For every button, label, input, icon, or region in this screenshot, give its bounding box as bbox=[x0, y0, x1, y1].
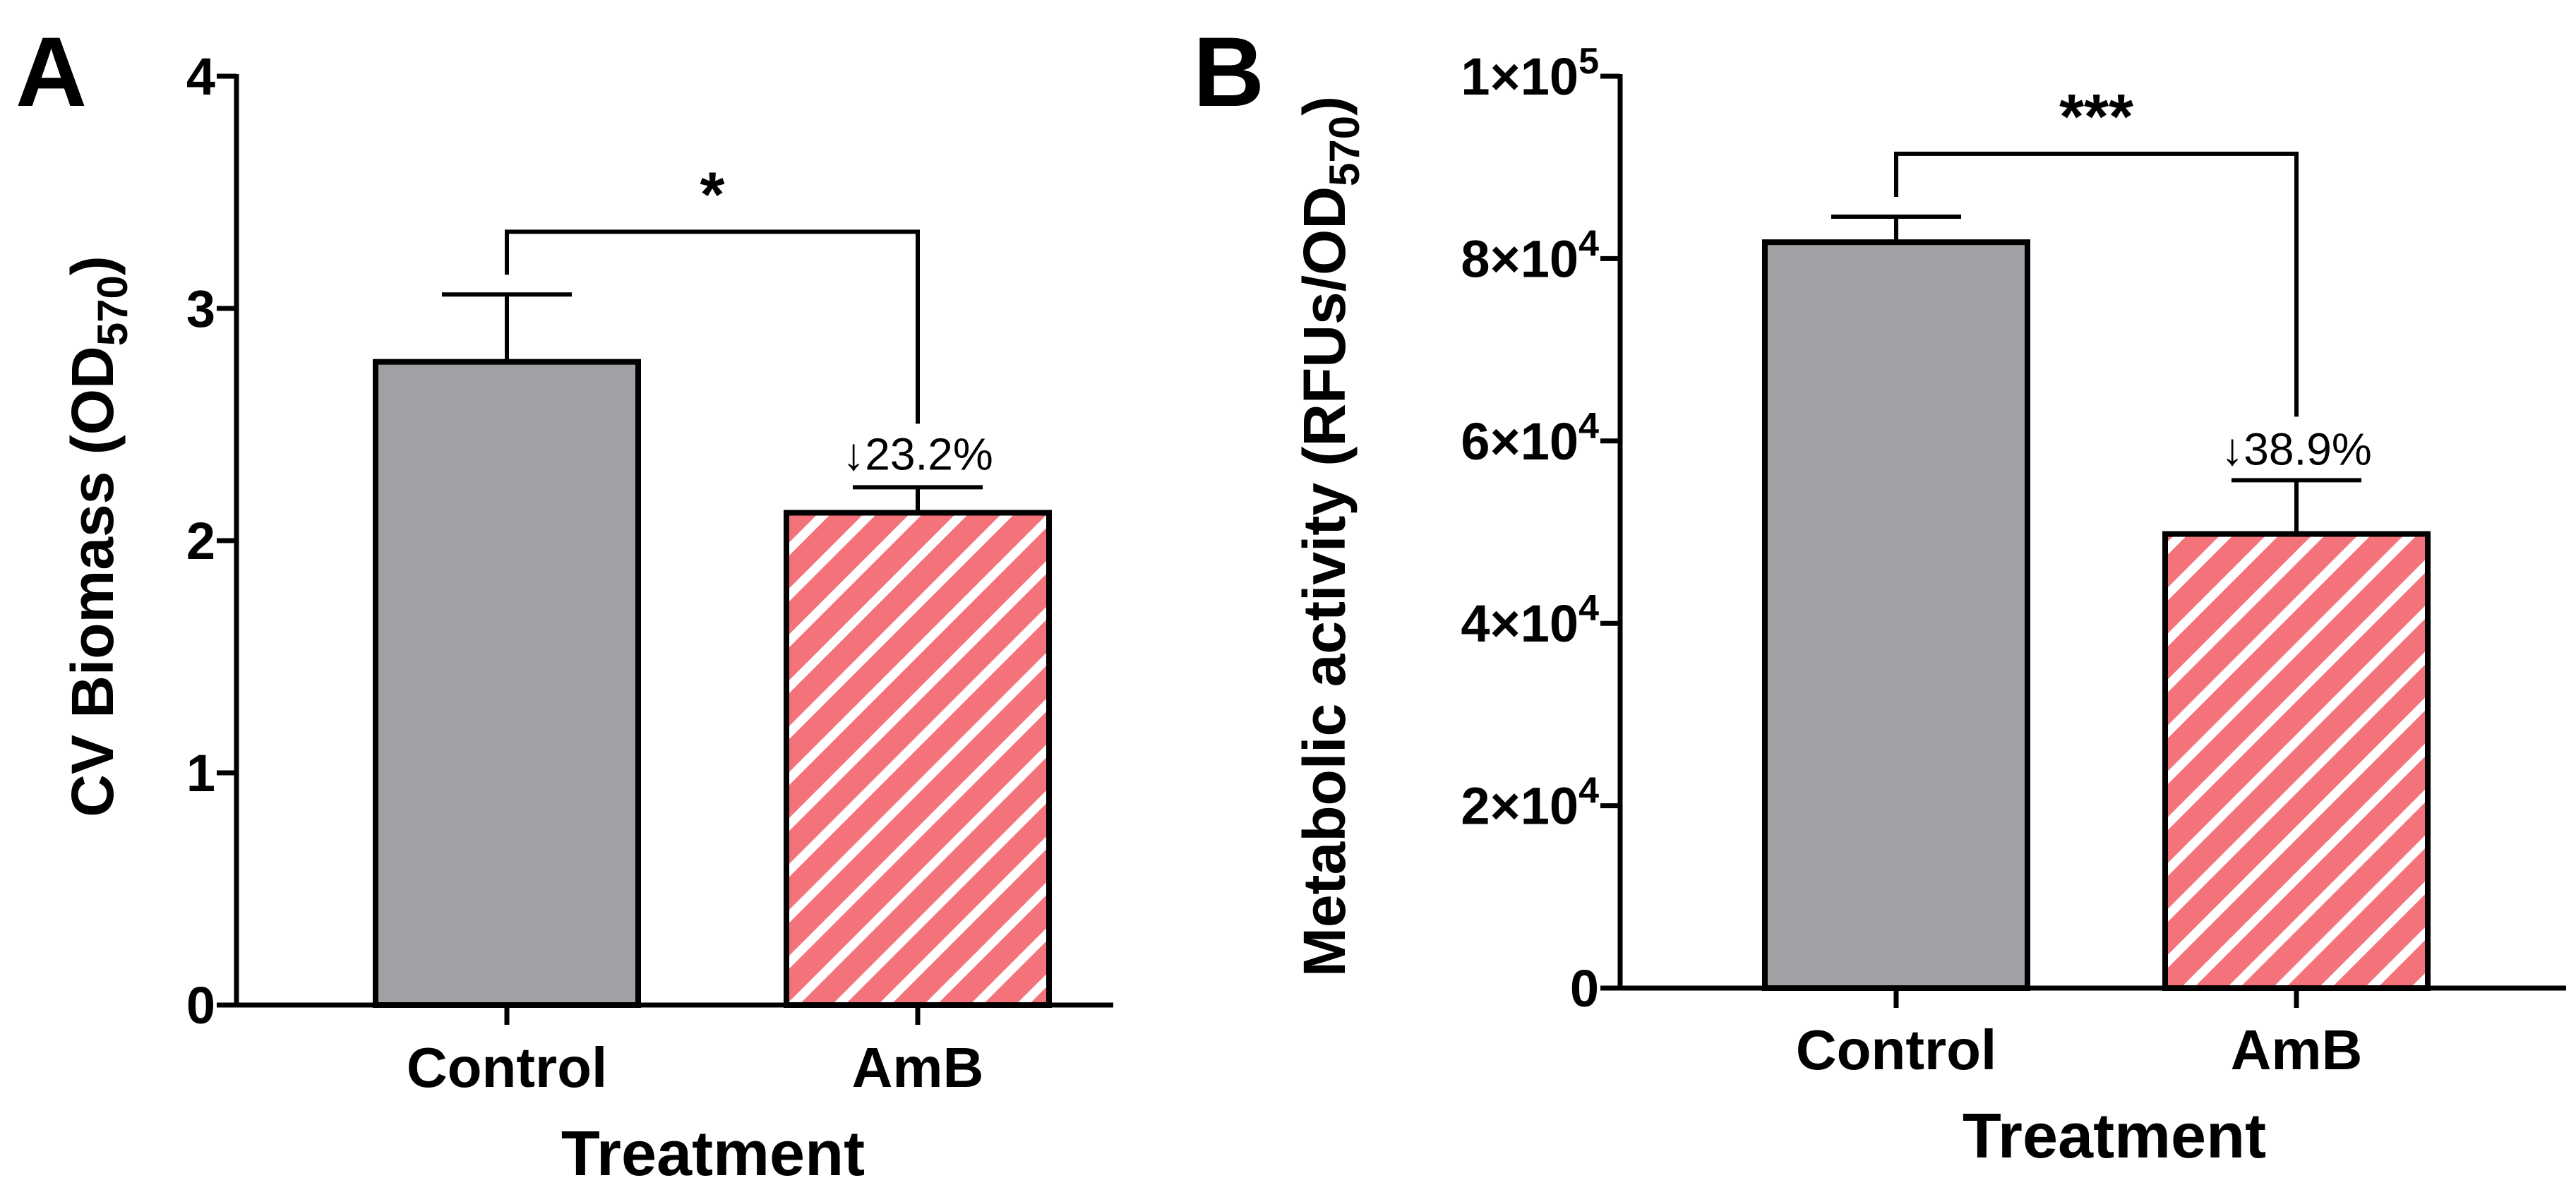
y-tick-label: 2×104 bbox=[1461, 771, 1599, 836]
significance-stars: *** bbox=[2059, 82, 2133, 152]
significance-bracket bbox=[505, 229, 920, 424]
y-tick-label: 3 bbox=[186, 279, 215, 338]
category-label: AmB bbox=[852, 1036, 984, 1099]
percent-change-label: ↓23.2% bbox=[842, 428, 993, 479]
significance-bracket bbox=[1894, 151, 2299, 417]
bar-control bbox=[1762, 239, 2030, 991]
panel-b-category-labels: Control AmB bbox=[1796, 1018, 2363, 1081]
panel-b-error-bars bbox=[1831, 214, 2361, 534]
y-tick-label: 0 bbox=[186, 976, 215, 1035]
panel-a-letter: A bbox=[16, 16, 87, 127]
percent-change-label: ↓38.9% bbox=[2221, 423, 2371, 474]
category-label: AmB bbox=[2231, 1018, 2363, 1081]
panel-a-bars bbox=[373, 359, 1052, 1008]
panel-a-y-ticks: 0 1 2 3 4 bbox=[186, 47, 236, 1035]
y-tick-label: 0 bbox=[1570, 959, 1599, 1018]
panel-a-category-labels: Control AmB bbox=[407, 1036, 984, 1099]
significance-stars: * bbox=[700, 160, 724, 230]
bar-control bbox=[373, 359, 641, 1008]
panel-a-significance: * ↓23.2% bbox=[505, 160, 993, 479]
panel-a-bar-chart: A CV Biomass (OD570) 0 1 2 3 4 Control AmB * ↓… bbox=[16, 16, 1113, 1189]
panel-a-error-bars bbox=[442, 292, 983, 513]
category-label: Control bbox=[407, 1036, 607, 1099]
y-tick-label: 1 bbox=[186, 744, 215, 802]
y-tick-label: 4 bbox=[186, 47, 215, 106]
panel-b-bar-chart: B Metabolic activity (RFUs/OD570) 0 2×104… bbox=[1193, 16, 2566, 1172]
bar-amb bbox=[2162, 531, 2431, 991]
panel-b-significance: *** ↓38.9% bbox=[1894, 82, 2372, 474]
y-tick-label: 8×104 bbox=[1461, 223, 1599, 288]
panel-a-x-axis-label: Treatment bbox=[561, 1119, 865, 1189]
panel-b-letter: B bbox=[1193, 16, 1264, 127]
category-label: Control bbox=[1796, 1018, 1996, 1081]
y-tick-label: 1×105 bbox=[1461, 41, 1599, 106]
panel-b-x-axis-label: Treatment bbox=[1963, 1101, 2266, 1172]
panel-b-y-ticks: 0 2×104 4×104 6×104 8×104 1×105 bbox=[1461, 41, 1620, 1018]
panel-b-bars bbox=[1762, 239, 2431, 991]
y-tick-label: 4×104 bbox=[1461, 588, 1599, 653]
bar-amb bbox=[784, 510, 1052, 1008]
panel-b-y-axis-label: Metabolic activity (RFUs/OD570) bbox=[1291, 96, 1368, 977]
panel-a-y-axis-label: CV Biomass (OD570) bbox=[59, 255, 136, 817]
y-tick-label: 2 bbox=[186, 512, 215, 570]
y-tick-label: 6×104 bbox=[1461, 406, 1599, 471]
